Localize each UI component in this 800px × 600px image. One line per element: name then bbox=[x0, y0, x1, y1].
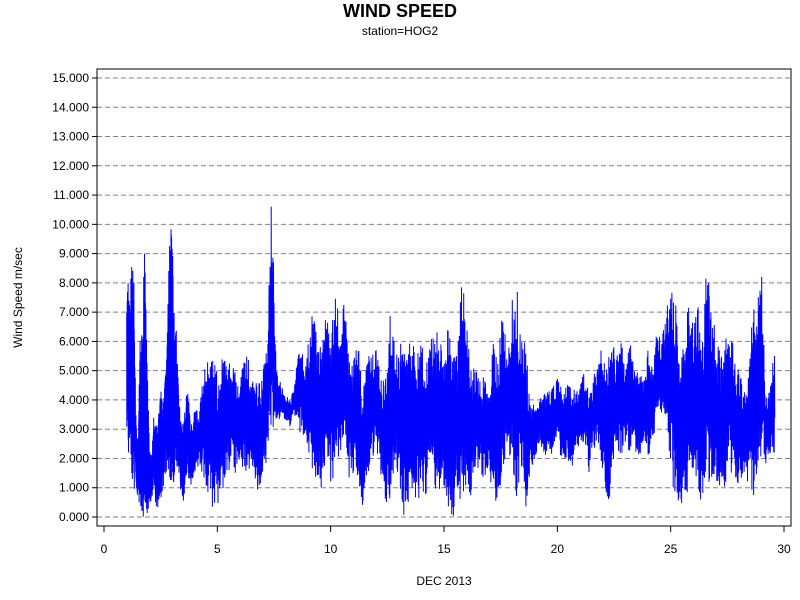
y-tick-label: 4.000 bbox=[59, 393, 89, 407]
x-tick-label: 25 bbox=[664, 542, 678, 556]
y-axis: 0.000 1.000 2.000 3.000 4.000 5.000 6.000 7.000… bbox=[52, 71, 97, 524]
y-tick-label: 8.000 bbox=[59, 276, 89, 290]
y-tick-label: 6.000 bbox=[59, 334, 89, 348]
y-tick-label: 9.000 bbox=[59, 247, 89, 261]
x-axis: 0 5 10 15 20 25 30 bbox=[101, 526, 791, 556]
x-tick-label: 20 bbox=[551, 542, 565, 556]
x-tick-label: 5 bbox=[214, 542, 221, 556]
x-tick-label: 10 bbox=[324, 542, 338, 556]
y-tick-label: 5.000 bbox=[59, 364, 89, 378]
y-tick-label: 1.000 bbox=[59, 481, 89, 495]
wind-speed-series-line bbox=[126, 206, 776, 517]
chart-title: WIND SPEED bbox=[342, 1, 457, 21]
y-tick-label: 14.000 bbox=[52, 100, 89, 114]
x-tick-label: 15 bbox=[437, 542, 451, 556]
chart-subtitle: station=HOG2 bbox=[361, 24, 439, 38]
series-layer bbox=[126, 206, 776, 517]
y-tick-label: 2.000 bbox=[59, 451, 89, 465]
y-tick-label: 13.000 bbox=[52, 130, 89, 144]
y-tick-label: 15.000 bbox=[52, 71, 89, 85]
y-tick-label: 12.000 bbox=[52, 159, 89, 173]
y-tick-label: 11.000 bbox=[53, 188, 89, 202]
y-tick-label: 10.000 bbox=[52, 217, 89, 231]
x-tick-label: 0 bbox=[101, 542, 108, 556]
y-tick-label: 3.000 bbox=[59, 422, 89, 436]
x-tick-label: 30 bbox=[777, 542, 791, 556]
y-tick-label: 0.000 bbox=[59, 510, 89, 524]
y-axis-label: Wind Speed m/sec bbox=[11, 247, 25, 348]
x-axis-label: DEC 2013 bbox=[416, 574, 472, 588]
y-tick-label: 7.000 bbox=[59, 305, 89, 319]
